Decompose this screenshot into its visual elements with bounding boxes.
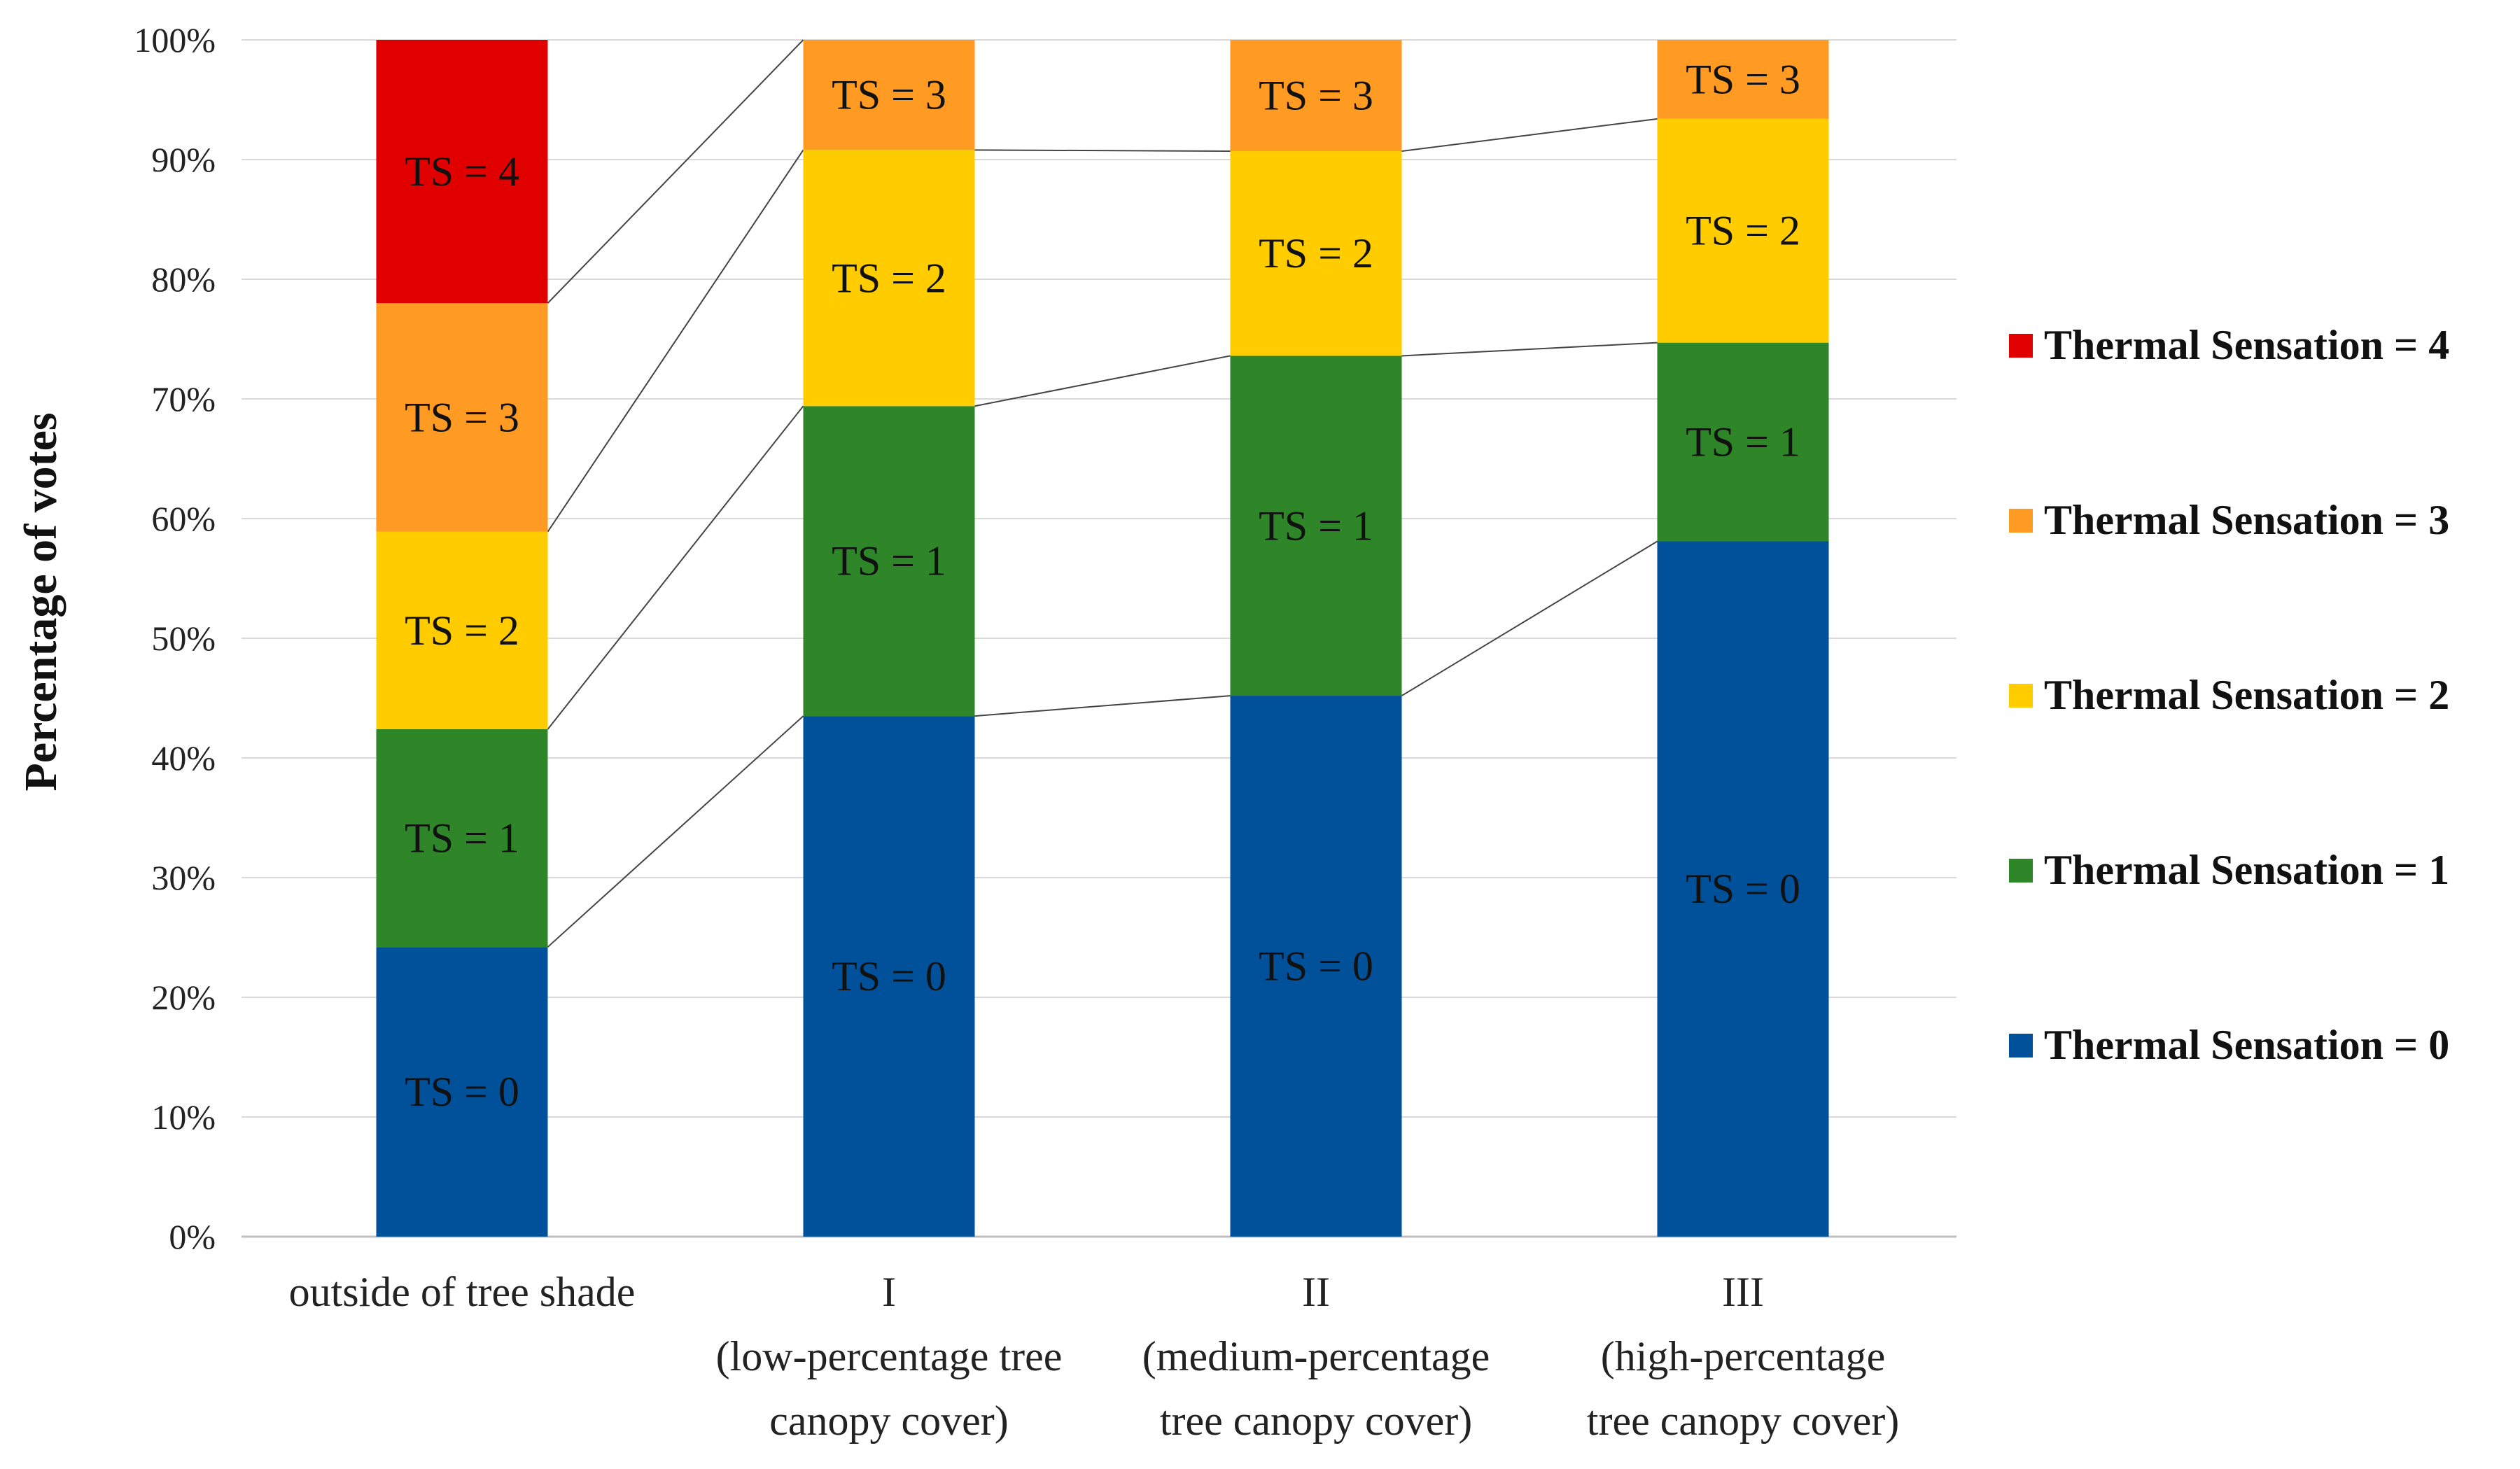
segment-label: TS = 3 <box>1259 73 1373 119</box>
connector-lines <box>547 39 1658 948</box>
bar-segment <box>1657 342 1829 542</box>
legend-swatch <box>2009 684 2033 708</box>
bar-segment <box>376 947 548 1237</box>
bar-segment <box>1657 40 1829 119</box>
connector-line <box>547 149 804 533</box>
segment-label: TS = 0 <box>405 1069 519 1115</box>
x-category-label: outside of tree shade <box>289 1269 636 1315</box>
segment-label: TS = 1 <box>1259 502 1373 549</box>
segment-label: TS = 2 <box>1686 208 1800 254</box>
connector-line <box>547 39 804 304</box>
segment-label: TS = 3 <box>405 395 519 441</box>
y-tick-label: 0% <box>169 1217 216 1256</box>
bar-segment <box>376 729 548 948</box>
x-category-label: (high-percentage <box>1601 1333 1885 1379</box>
y-axis-label: Percentage of votes <box>15 412 66 791</box>
x-category-label: II <box>1302 1269 1330 1315</box>
y-tick-label: 90% <box>151 140 216 179</box>
connector-line <box>547 405 804 730</box>
segment-label: TS = 0 <box>1259 943 1373 990</box>
bar-segment <box>1230 696 1402 1237</box>
connector-line <box>547 715 804 948</box>
x-category-label: (low-percentage tree <box>716 1333 1063 1379</box>
bar-segment <box>376 531 548 729</box>
y-tick-label: 80% <box>151 260 216 299</box>
segment-label: TS = 2 <box>832 255 946 301</box>
connector-line <box>974 149 1231 153</box>
y-tick-label: 10% <box>151 1097 216 1137</box>
bar-segment <box>1657 541 1829 1237</box>
bar-segment <box>1230 356 1402 696</box>
segment-label: TS = 4 <box>405 148 519 195</box>
bar-segment <box>1230 151 1402 356</box>
segment-label: TS = 2 <box>1259 230 1373 276</box>
x-category-label: tree canopy cover) <box>1587 1398 1899 1444</box>
segment-label: TS = 1 <box>405 815 519 862</box>
segment-label: TS = 1 <box>1686 419 1800 465</box>
legend-label: Thermal Sensation = 0 <box>2044 1022 2449 1068</box>
bar-segment <box>803 406 975 717</box>
x-axis-categories: outside of tree shade I (low-percentage tr… <box>289 1269 1900 1444</box>
connector-line <box>1401 118 1658 153</box>
legend-swatch <box>2009 859 2033 883</box>
legend-swatch <box>2009 1034 2033 1057</box>
legend-swatch <box>2009 334 2033 358</box>
bar-segment <box>1657 118 1829 343</box>
y-tick-label: 20% <box>151 978 216 1017</box>
legend-label: Thermal Sensation = 2 <box>2044 672 2449 718</box>
connector-line <box>1401 540 1658 696</box>
x-category-label: canopy cover) <box>769 1398 1008 1444</box>
bar-segment <box>803 150 975 407</box>
y-axis-ticks: 0% 10% 20% 30% 40% 50% 60% 70% 80% 90% 100% <box>134 20 216 1256</box>
segment-label: TS = 0 <box>1686 866 1800 912</box>
y-tick-label: 100% <box>134 20 216 59</box>
segment-label: TS = 0 <box>832 953 946 999</box>
segment-labels: TS = 0 TS = 1 TS = 2 TS = 3 TS = 4 TS = 0 TS =… <box>405 56 1800 1115</box>
segment-label: TS = 3 <box>832 72 946 118</box>
bars <box>376 40 1829 1237</box>
legend-label: Thermal Sensation = 1 <box>2044 847 2449 893</box>
y-tick-label: 40% <box>151 738 216 778</box>
x-category-label: tree canopy cover) <box>1160 1398 1472 1444</box>
bar-segment <box>803 40 975 150</box>
bar-segment <box>1230 40 1402 152</box>
segment-label: TS = 3 <box>1686 56 1800 102</box>
bar-segment <box>376 40 548 304</box>
segment-label: TS = 2 <box>405 607 519 654</box>
x-category-label: I <box>882 1269 896 1315</box>
y-tick-label: 60% <box>151 499 216 538</box>
x-category-label: (medium-percentage <box>1142 1333 1490 1379</box>
bar-segment <box>376 303 548 532</box>
connector-line <box>974 355 1231 407</box>
y-tick-label: 50% <box>151 619 216 658</box>
legend-label: Thermal Sensation = 4 <box>2044 322 2449 368</box>
y-tick-label: 30% <box>151 858 216 897</box>
segment-label: TS = 1 <box>832 538 946 584</box>
x-category-label: III <box>1722 1269 1764 1315</box>
legend-label: Thermal Sensation = 3 <box>2044 497 2449 543</box>
legend-swatch <box>2009 509 2033 533</box>
bar-segment <box>803 716 975 1237</box>
y-tick-label: 70% <box>151 379 216 419</box>
legend: Thermal Sensation = 4 Thermal Sensation =… <box>2009 322 2449 1068</box>
connector-line <box>1401 342 1658 357</box>
connector-line <box>974 695 1231 717</box>
